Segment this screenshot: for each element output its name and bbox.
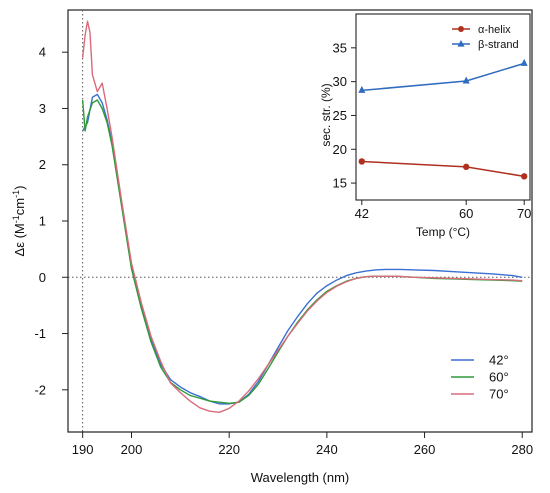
inset-x-tick-label: 60 [459, 206, 473, 221]
x-tick-label: 260 [414, 442, 436, 457]
y-axis-label-part: -1 [11, 215, 21, 223]
inset-point-1 [462, 76, 470, 84]
y-axis-label-part: -1 [11, 190, 21, 198]
inset-y-tick-label: 25 [333, 108, 347, 123]
y-axis-label-part: ) [12, 186, 27, 190]
y-tick-label: 4 [39, 45, 46, 60]
inset-legend-label-1: β-strand [478, 39, 519, 51]
x-tick-label: 220 [218, 442, 240, 457]
y-tick-label: -1 [34, 326, 46, 341]
inset-frame [355, 13, 531, 201]
x-axis-label: Wavelength (nm) [251, 470, 350, 485]
inset-x-tick-label: 42 [355, 206, 369, 221]
inset-y-tick-label: 30 [333, 74, 347, 89]
x-tick-label: 240 [316, 442, 338, 457]
inset-y-tick-label: 35 [333, 40, 347, 55]
inset-y-axis-label: sec. str. (%) [319, 83, 333, 146]
inset-legend-marker-0 [458, 26, 464, 32]
legend-label-2: 70° [489, 387, 509, 402]
y-tick-label: 1 [39, 214, 46, 229]
y-tick-label: -2 [34, 382, 46, 397]
inset-legend-label-0: α-helix [478, 24, 511, 36]
y-tick-label: 3 [39, 101, 46, 116]
spectra-series-group [81, 20, 523, 414]
inset-x-tick-label: 70 [517, 206, 531, 221]
legend-label-0: 42° [489, 353, 509, 368]
y-axis-label: Δε (M-1cm-1) [11, 186, 27, 257]
x-tick-label: 190 [72, 442, 94, 457]
x-tick-label: 280 [511, 442, 533, 457]
y-tick-label: 2 [39, 157, 46, 172]
inset-point-0 [521, 173, 528, 180]
x-tick-label: 200 [121, 442, 143, 457]
inset-y-tick-label: 20 [333, 142, 347, 157]
inset-legend-marker-1 [457, 40, 465, 47]
legend-label-1: 60° [489, 370, 509, 385]
series-line-2 [81, 20, 523, 414]
y-axis-label-part: cm [12, 198, 27, 215]
inset-point-0 [463, 163, 470, 171]
inset-x-axis-label: Temp (°C) [416, 225, 470, 239]
inset-y-tick-label: 15 [333, 176, 347, 191]
y-tick-label: 0 [39, 270, 46, 285]
inset-point-0 [358, 158, 365, 165]
y-axis-label-part: Δε (M [12, 223, 27, 256]
inset-point-1 [358, 85, 366, 93]
inset-point-1 [520, 58, 528, 66]
